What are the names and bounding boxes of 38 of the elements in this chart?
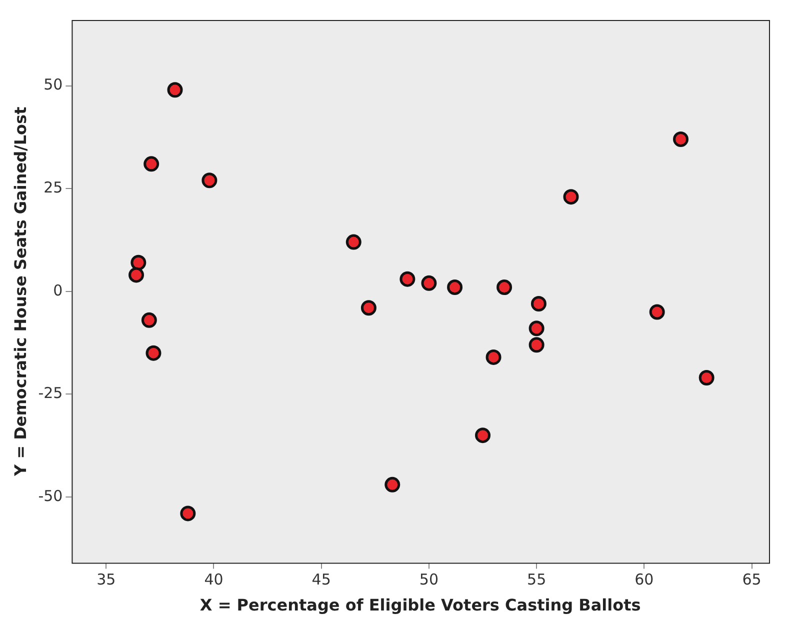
x-axis-title: X = Percentage of Eligible Voters Casting Ballots <box>200 596 641 615</box>
y-tick-label: 25 <box>44 178 63 196</box>
point <box>475 428 491 444</box>
point <box>202 172 218 188</box>
y-axis-title: Y = Democratic House Seats Gained/Lost <box>10 106 30 478</box>
point <box>563 189 579 205</box>
x-tick-label: 55 <box>527 570 546 589</box>
point <box>421 275 437 291</box>
point <box>167 82 183 98</box>
point <box>360 300 376 316</box>
point <box>141 312 157 328</box>
y-tick-label: -25 <box>38 384 63 402</box>
y-tick-label: 0 <box>53 281 63 300</box>
point <box>530 296 546 312</box>
point <box>384 476 400 492</box>
point <box>447 280 463 296</box>
point <box>673 132 689 147</box>
point <box>130 254 146 270</box>
point <box>146 345 162 361</box>
point <box>496 280 512 296</box>
point <box>649 304 665 320</box>
x-tick-label: 60 <box>634 570 654 589</box>
point <box>698 370 714 386</box>
x-tick-label: 45 <box>312 570 331 589</box>
y-tick-label: 50 <box>44 76 63 94</box>
x-tick-label: 35 <box>96 570 116 589</box>
point <box>528 337 544 353</box>
y-tick-label: -50 <box>38 486 63 505</box>
point <box>144 156 160 172</box>
point <box>128 267 144 283</box>
x-tick-label: 40 <box>204 570 224 589</box>
point <box>346 234 362 250</box>
point <box>400 271 416 287</box>
x-tick-label: 50 <box>419 570 439 589</box>
x-tick-label: 65 <box>742 570 762 589</box>
point <box>486 349 502 365</box>
point <box>528 320 544 336</box>
point <box>180 506 196 522</box>
